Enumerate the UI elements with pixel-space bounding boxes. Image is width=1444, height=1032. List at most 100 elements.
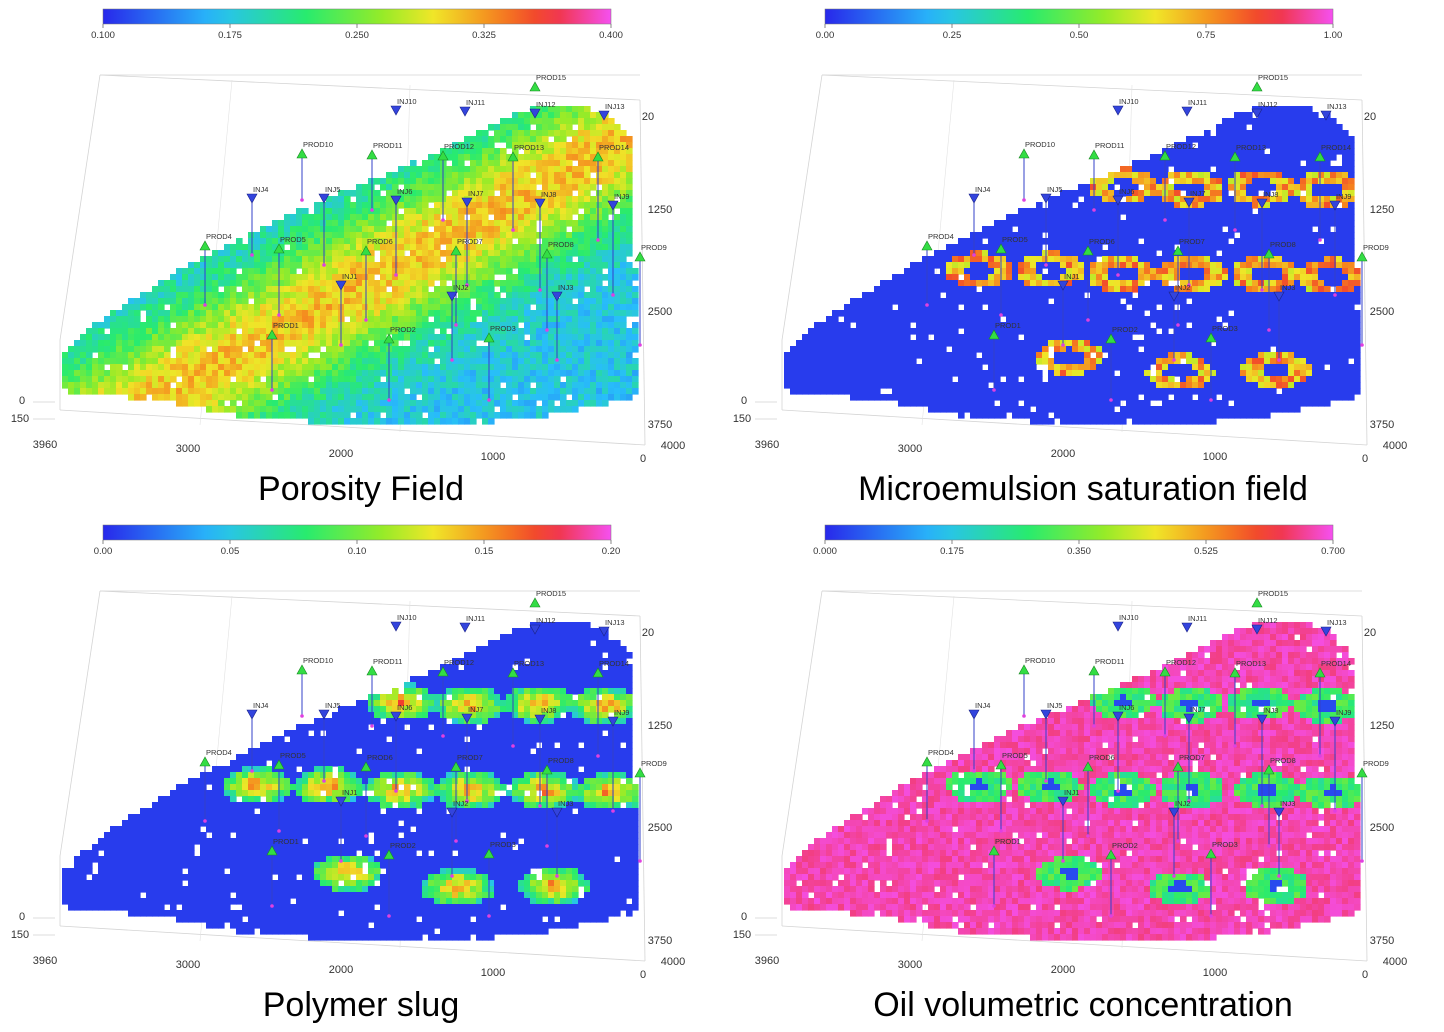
well-bottom-marker [465,283,469,287]
well-label: PROD15 [1258,589,1288,598]
producer-marker-icon [1314,667,1326,678]
well-prod7: PROD7 [450,753,483,843]
injector-marker-icon [446,291,458,302]
well-label: INJ13 [605,618,625,627]
well-inj12: INJ12 [1251,100,1278,119]
producer-marker-icon [383,849,395,860]
well-prod9: PROD9 [634,243,667,347]
injector-marker-icon [459,106,471,117]
well-prod14: PROD14 [1314,143,1351,242]
y-axis-tick-label: 20 [642,627,654,639]
well-label: INJ11 [466,614,485,623]
well-label: INJ5 [325,701,340,710]
injector-marker-icon [1251,624,1263,635]
well-prod15: PROD15 [529,73,566,92]
well-prod14: PROD14 [592,143,629,242]
producer-marker-icon [592,151,604,162]
well-bottom-marker [1260,804,1264,808]
well-bottom-marker [1092,208,1096,212]
well-label: PROD13 [514,659,544,668]
well-label: INJ7 [468,705,483,714]
x-axis-tick-label: 3960 [755,955,779,967]
well-label: INJ9 [1336,708,1351,717]
well-label: INJ2 [1175,799,1190,808]
producer-marker-icon [1105,333,1117,344]
y-axis-tick-label: 3750 [648,935,672,947]
well-inj8: INJ8 [1256,190,1278,292]
z-axis-tick-label: 0 [741,911,747,923]
colorbar-tick-label: 0.000 [813,546,837,557]
well-bottom-marker [203,819,207,823]
injector-marker-icon [968,709,980,720]
well-label: INJ9 [614,708,629,717]
x-axis-tick-label: 3960 [33,955,57,967]
well-label: INJ3 [1280,283,1295,292]
well-bottom-marker [394,789,398,793]
producer-marker-icon [541,764,553,775]
well-prod13: PROD13 [507,659,544,748]
well-label: PROD15 [536,589,566,598]
well-inj10: INJ10 [1112,613,1139,632]
well-inj7: INJ7 [1183,189,1205,287]
producer-marker-icon [1088,149,1100,160]
injector-marker-icon [529,624,541,635]
well-bottom-marker [454,839,458,843]
box-edge [821,74,1363,101]
well-prod6: PROD6 [360,753,393,838]
injector-marker-icon [390,195,402,206]
well-inj6: INJ6 [390,187,412,277]
injector-marker-icon [551,291,563,302]
well-label: INJ4 [975,701,990,710]
producer-marker-icon [921,756,933,767]
well-prod10: PROD10 [296,656,333,718]
well-bottom-marker [1209,398,1213,402]
y-axis-tick-label: 1250 [648,720,672,732]
colorbar [102,524,612,541]
colorbar-tick-label: 0.350 [1067,546,1091,557]
box-edge [99,590,641,617]
well-inj5: INJ5 [318,701,340,783]
well-prod8: PROD8 [1263,240,1296,332]
well-prod3: PROD3 [483,324,516,402]
well-inj12: INJ12 [529,616,556,635]
panel-title: Polymer slug [262,986,460,1024]
x-axis-tick-label: 0 [640,969,646,981]
well-inj7: INJ7 [461,189,483,287]
well-label: PROD14 [599,143,629,152]
producer-marker-icon [483,332,495,343]
well-prod8: PROD8 [541,240,574,332]
well-label: PROD1 [273,321,299,330]
well-prod13: PROD13 [507,143,544,232]
well-prod15: PROD15 [1251,73,1288,92]
injector-marker-icon [1273,807,1285,818]
panel-title: Oil volumetric concentration [873,986,1293,1024]
well-inj6: INJ6 [1112,703,1134,793]
well-inj2: INJ2 [1168,283,1190,362]
well-label: INJ7 [1190,705,1205,714]
producer-marker-icon [366,665,378,676]
well-label: PROD4 [206,232,232,241]
colorbar-tick-label: 0.20 [602,546,621,557]
well-inj2: INJ2 [446,799,468,878]
porosity-panel: 0.100 0.175 0.250 0.325 0.400 PROD15 INJ10 INJ1… [0,0,722,516]
box-edge [59,409,646,446]
y-axis-tick-label: 2500 [648,306,672,318]
well-label: INJ11 [466,98,485,107]
injector-marker-icon [1329,716,1341,727]
well-bottom-marker [387,398,391,402]
x-axis-tick-label: 3000 [176,959,200,971]
colorbar-tick-label: 0.325 [472,30,496,41]
well-label: INJ13 [605,102,625,111]
producer-marker-icon [529,597,541,608]
well-label: PROD8 [1270,756,1296,765]
colorbar [102,8,612,25]
well-label: INJ4 [253,701,268,710]
injector-marker-icon [1168,291,1180,302]
well-bottom-marker [1086,318,1090,322]
z-axis-tick-label: 150 [11,413,29,425]
y-axis-tick-label: 3750 [648,419,672,431]
z-axis-tick-label: 150 [733,929,751,941]
well-bottom-marker [555,874,559,878]
well-bottom-marker [925,819,929,823]
well-label: PROD8 [548,240,574,249]
